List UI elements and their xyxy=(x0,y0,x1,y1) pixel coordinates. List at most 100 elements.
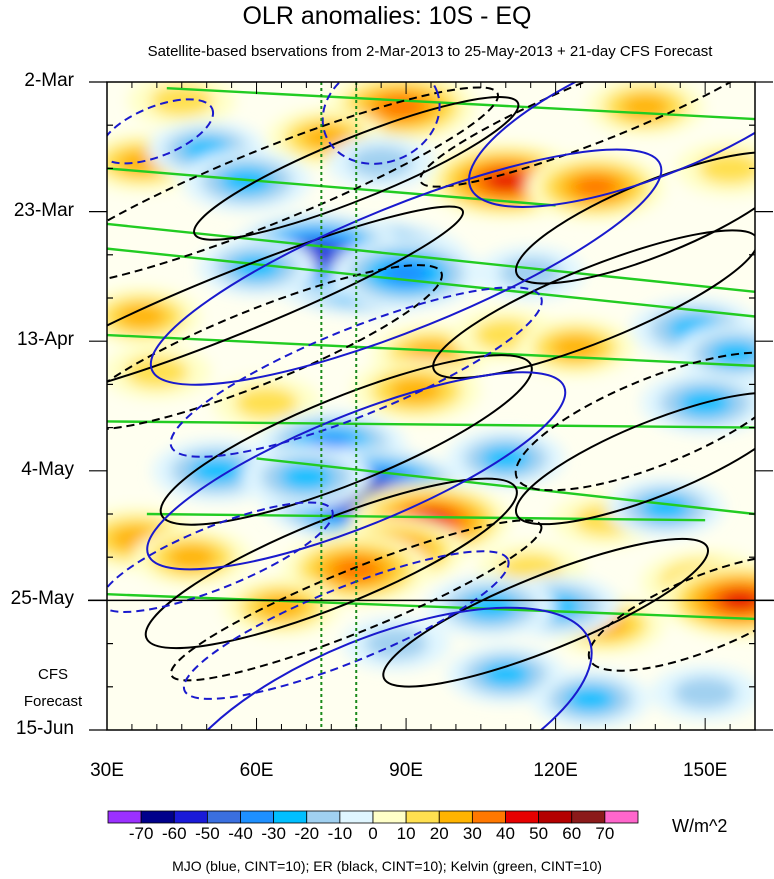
mjo-contour xyxy=(146,371,567,571)
y-tick-label: 25-May xyxy=(10,588,74,610)
er-contour xyxy=(432,229,755,379)
mjo-contour xyxy=(321,82,441,165)
colorbar-label: -20 xyxy=(294,824,320,843)
mjo-contour xyxy=(107,98,215,165)
colorbar-label: -70 xyxy=(128,824,154,843)
x-tick-label: 30E xyxy=(90,760,124,781)
er-contour xyxy=(144,477,518,650)
mjo-contour xyxy=(107,501,334,613)
anomaly-blob xyxy=(640,495,690,520)
colorbar-units: W/m^2 xyxy=(672,816,728,836)
chart-title: OLR anomalies: 10S - EQ xyxy=(242,2,532,30)
anomaly-blob xyxy=(481,662,531,687)
anomaly-blob xyxy=(464,593,518,620)
colorbar-label: -10 xyxy=(327,824,353,843)
colorbar-label: 10 xyxy=(396,824,416,843)
anomaly-blob xyxy=(150,84,214,117)
er-contour xyxy=(587,553,755,672)
colorbar-swatch xyxy=(206,810,241,824)
colorbar-label: 20 xyxy=(429,824,449,843)
colorbar-swatch xyxy=(538,810,573,824)
colorbar-swatch xyxy=(505,810,540,824)
colorbar-swatch xyxy=(339,810,374,824)
colorbar-label: 60 xyxy=(562,824,582,843)
colorbar-label: -60 xyxy=(161,824,187,843)
olr-anomaly-field xyxy=(107,82,755,730)
er-contour xyxy=(193,96,520,241)
anomaly-blob xyxy=(125,356,189,388)
mjo-contour xyxy=(169,606,593,730)
anomaly-blob xyxy=(673,677,737,709)
x-tick-label: 150E xyxy=(682,760,728,781)
y-tick-label: 13-Apr xyxy=(16,329,74,351)
kelvin-contour xyxy=(107,420,755,429)
colorbar-label: 0 xyxy=(368,824,378,843)
kelvin-contour xyxy=(107,333,755,368)
plot-axes xyxy=(88,81,774,731)
chart-subtitle: Satellite-based bservations from 2-Mar-2… xyxy=(147,43,713,60)
colorbar-label: -30 xyxy=(261,824,286,843)
anomaly-blob xyxy=(566,687,615,712)
colorbar-swatch xyxy=(273,810,308,824)
mjo-contour xyxy=(468,82,755,208)
anomaly-blob xyxy=(573,176,618,198)
anomaly-blob xyxy=(499,257,563,290)
anomaly-blob xyxy=(257,594,306,619)
reference-lines xyxy=(320,82,358,730)
colorbar-swatch xyxy=(240,810,275,824)
anomaly-blob xyxy=(349,146,413,179)
kelvin-contour xyxy=(256,457,755,516)
colorbar-swatch xyxy=(571,810,606,824)
y-tick-label: 4-May xyxy=(21,458,74,480)
anomaly-blobs xyxy=(107,82,755,729)
anomaly-blob xyxy=(235,387,299,419)
colorbar-swatch xyxy=(306,810,341,824)
kelvin-contour xyxy=(166,86,755,121)
colorbar-swatch xyxy=(372,810,407,824)
colorbar-swatch xyxy=(471,810,506,824)
colorbar-swatch xyxy=(438,810,473,824)
er-contour xyxy=(159,354,533,526)
colorbar-label: 30 xyxy=(462,824,482,843)
forecast-label-line2: Forecast xyxy=(23,693,83,710)
mjo-contour xyxy=(149,148,663,386)
x-tick-label: 90E xyxy=(389,760,423,781)
kelvin-contour xyxy=(107,222,755,294)
colorbar-swatch xyxy=(173,810,208,824)
anomaly-blob xyxy=(117,304,167,329)
kelvin-contour xyxy=(107,247,755,318)
colorbar-swatch xyxy=(107,810,142,824)
colorbar-swatch xyxy=(405,810,440,824)
colorbar-swatch xyxy=(604,810,639,824)
y-tick-label: 23-Mar xyxy=(13,199,74,221)
er-contour xyxy=(382,537,709,688)
colorbar-label: 50 xyxy=(529,824,549,843)
er-contour xyxy=(107,86,500,288)
anomaly-blob xyxy=(551,335,600,360)
anomaly-blob xyxy=(232,255,281,280)
er-contour xyxy=(107,205,464,403)
legend-footer: MJO (blue, CINT=10); ER (black, CINT=10)… xyxy=(172,858,602,874)
kelvin-contour xyxy=(146,512,706,522)
colorbar xyxy=(107,810,639,824)
er-contour xyxy=(107,264,443,431)
y-tick-label: 2-Mar xyxy=(24,70,74,91)
x-tick-label: 60E xyxy=(239,760,274,781)
anomaly-blob xyxy=(710,341,755,366)
colorbar-swatch xyxy=(140,810,175,824)
er-contour xyxy=(514,391,755,526)
x-tick-label: 120E xyxy=(533,760,578,781)
forecast-label-line1: CFS xyxy=(38,666,68,683)
colorbar-label: -50 xyxy=(195,824,220,843)
y-tick-label: 15-Jun xyxy=(15,718,74,739)
mjo-contour xyxy=(169,286,543,458)
colorbar-label: -40 xyxy=(228,824,253,843)
anomaly-blob xyxy=(279,464,333,490)
colorbar-label: 40 xyxy=(496,824,515,843)
anomaly-blob xyxy=(167,545,217,570)
er-contour xyxy=(514,351,755,492)
kelvin-contour xyxy=(107,593,755,621)
mjo-contour xyxy=(182,550,510,700)
anomaly-blob xyxy=(485,170,527,191)
